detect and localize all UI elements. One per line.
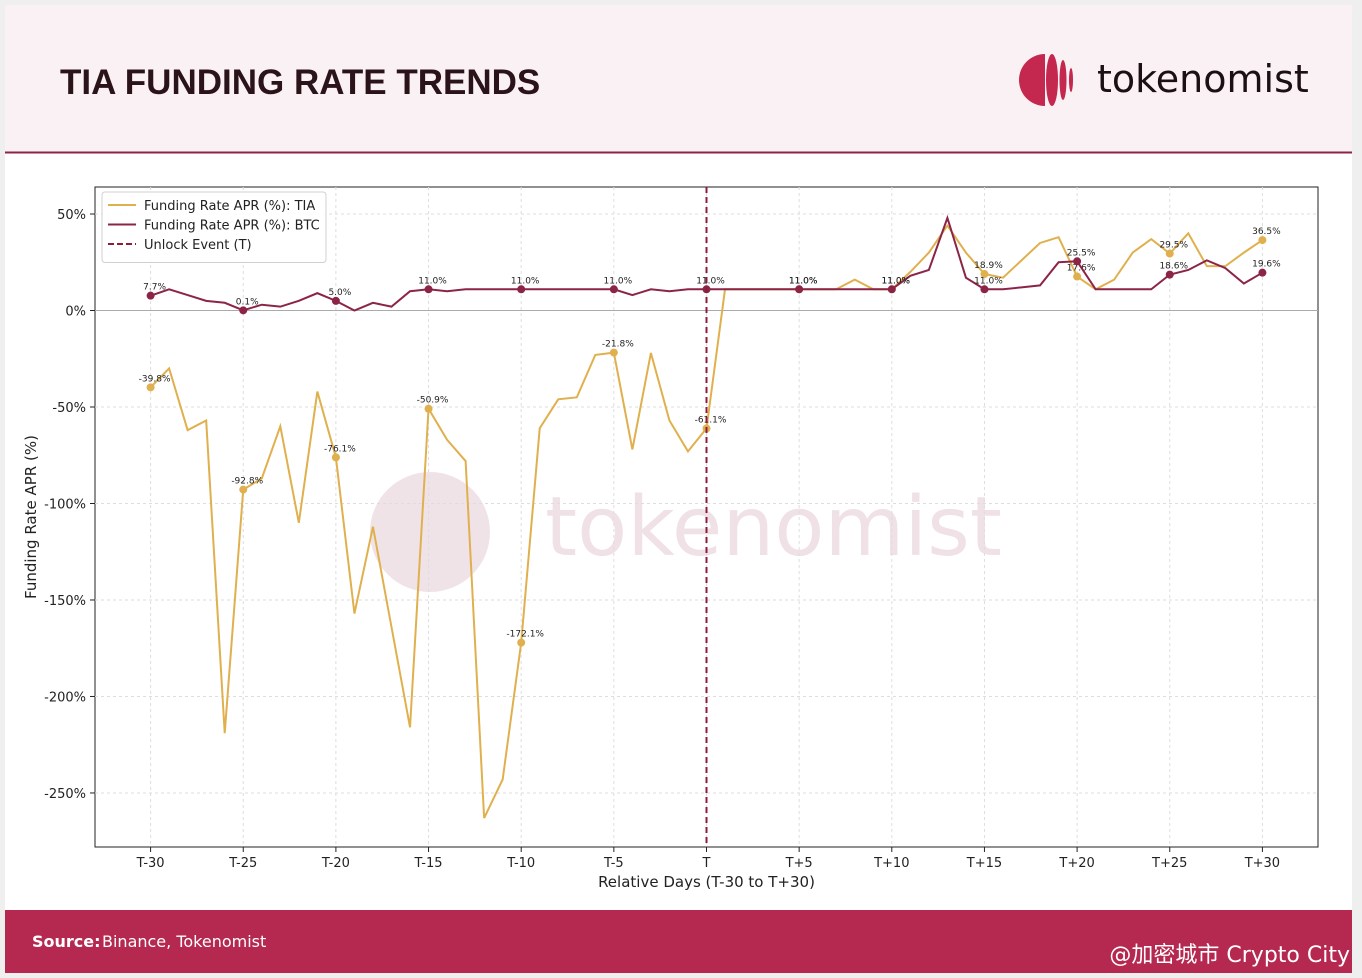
data-point [239, 306, 248, 315]
data-label: -50.9% [417, 396, 449, 406]
data-point [1073, 257, 1082, 266]
legend-box [101, 191, 327, 263]
data-label: 29.5% [1159, 241, 1188, 251]
data-label: 11.0% [789, 276, 818, 286]
logo-shape [1046, 54, 1058, 106]
x-tick-label: T+15 [966, 856, 1002, 871]
data-label: 11.0% [974, 276, 1003, 286]
logo-shape [1069, 68, 1073, 92]
data-point [887, 285, 896, 294]
x-tick-label: T-15 [414, 856, 443, 871]
data-label: 11.0% [882, 276, 911, 286]
logo-shape [1019, 54, 1045, 106]
watermark-logo [370, 472, 490, 592]
data-label: 18.6% [1159, 262, 1188, 272]
x-tick-label: T+20 [1058, 856, 1094, 871]
plot: tokenomist 50% 0% -50% -100% -150% -200% -250% T… [22, 186, 1319, 891]
data-label: 7.7% [143, 283, 166, 293]
data-point [517, 285, 526, 294]
canvas [5, 5, 1352, 973]
legend-label: Unlock Event (T) [144, 238, 252, 253]
data-point [146, 291, 155, 300]
data-point [517, 638, 526, 647]
data-label: 19.6% [1252, 260, 1281, 270]
data-point [424, 404, 433, 413]
data-point [1165, 270, 1174, 279]
source-label: Source: [32, 932, 101, 951]
x-tick-label: T+25 [1151, 856, 1187, 871]
data-label: 11.0% [418, 276, 447, 286]
legend-label: Funding Rate APR (%): BTC [144, 219, 320, 234]
data-label: 11.0% [789, 276, 818, 286]
y-tick-label: -250% [44, 787, 86, 802]
data-label: 18.9% [974, 261, 1003, 271]
x-tick-label: T+5 [785, 856, 813, 871]
data-point [609, 285, 618, 294]
x-tick-label: T [702, 856, 711, 871]
data-label: -21.8% [602, 340, 634, 350]
y-tick-label: -100% [44, 497, 86, 512]
watermark: tokenomist [370, 472, 1002, 592]
x-tick-label: T+30 [1244, 856, 1280, 871]
data-point [424, 285, 433, 294]
data-label: 0.1% [236, 297, 259, 307]
data-point [1165, 249, 1174, 258]
data-label: 11.0% [696, 276, 725, 286]
source-text: Binance, Tokenomist [102, 932, 266, 951]
data-point [1258, 268, 1267, 277]
data-label: 5.0% [328, 288, 351, 298]
data-point [331, 296, 340, 305]
data-label: 36.5% [1252, 227, 1281, 237]
data-label: -76.1% [324, 444, 356, 454]
data-point [1258, 236, 1267, 245]
data-point [331, 453, 340, 462]
data-point [980, 285, 989, 294]
x-tick-label: T-25 [228, 856, 257, 871]
x-tick-label: T-5 [603, 856, 624, 871]
x-tick-label: T+10 [873, 856, 909, 871]
page-title: TIA FUNDING RATE TRENDS [60, 63, 540, 102]
data-point [239, 485, 248, 494]
data-label: -39.8% [139, 374, 171, 384]
legend-label: Funding Rate APR (%): TIA [144, 199, 315, 214]
data-label: 25.5% [1067, 248, 1096, 258]
x-axis-label: Relative Days (T-30 to T+30) [598, 873, 815, 891]
data-point [980, 270, 989, 279]
brand-name: tokenomist [1097, 57, 1309, 101]
credit: @加密城市 Crypto City [1109, 943, 1350, 968]
x-tick-label: T-10 [506, 856, 535, 871]
header-bg [5, 5, 1352, 152]
x-tick-label: T-20 [321, 856, 350, 871]
data-label: 11.0% [882, 276, 911, 286]
logo-shape [1059, 60, 1067, 100]
data-point [609, 348, 618, 357]
data-point [1073, 272, 1082, 281]
data-point [795, 285, 804, 294]
y-tick-label: 0% [65, 305, 86, 320]
y-tick-label: -200% [44, 690, 86, 705]
y-tick-label: -50% [52, 401, 86, 416]
data-label: -61.1% [695, 415, 727, 425]
data-point [146, 383, 155, 392]
brand-logo [1019, 54, 1073, 106]
y-axis-label: Funding Rate APR (%) [22, 435, 40, 599]
data-label: -172.1% [506, 630, 544, 640]
footer-bar [5, 910, 1352, 973]
data-label: 11.0% [604, 276, 633, 286]
y-tick-label: -150% [44, 594, 86, 609]
data-label: -92.8% [231, 477, 263, 487]
y-tick-label: 50% [57, 208, 86, 223]
x-tick-label: T-30 [136, 856, 165, 871]
watermark-text: tokenomist [545, 480, 1002, 575]
data-label: 11.0% [511, 276, 540, 286]
